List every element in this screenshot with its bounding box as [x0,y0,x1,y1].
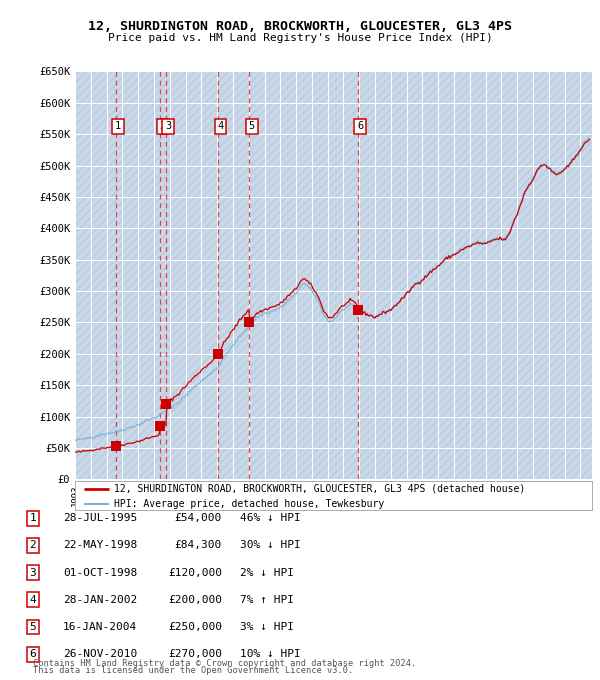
Text: 10% ↓ HPI: 10% ↓ HPI [240,649,301,659]
Text: This data is licensed under the Open Government Licence v3.0.: This data is licensed under the Open Gov… [33,666,353,675]
Text: 2% ↓ HPI: 2% ↓ HPI [240,568,294,577]
Text: 2: 2 [29,541,37,550]
Text: 6: 6 [29,649,37,659]
Text: 5: 5 [29,622,37,632]
Text: £54,000: £54,000 [175,513,222,523]
Text: 3% ↓ HPI: 3% ↓ HPI [240,622,294,632]
Text: 5: 5 [248,122,255,131]
Text: £250,000: £250,000 [168,622,222,632]
Text: 26-NOV-2010: 26-NOV-2010 [63,649,137,659]
Text: 28-JAN-2002: 28-JAN-2002 [63,595,137,605]
Text: 28-JUL-1995: 28-JUL-1995 [63,513,137,523]
Text: 12, SHURDINGTON ROAD, BROCKWORTH, GLOUCESTER, GL3 4PS (detached house): 12, SHURDINGTON ROAD, BROCKWORTH, GLOUCE… [114,484,525,494]
Text: 1: 1 [29,513,37,523]
Text: £270,000: £270,000 [168,649,222,659]
Text: Price paid vs. HM Land Registry's House Price Index (HPI): Price paid vs. HM Land Registry's House … [107,33,493,43]
Text: 16-JAN-2004: 16-JAN-2004 [63,622,137,632]
Text: 3: 3 [29,568,37,577]
Text: £120,000: £120,000 [168,568,222,577]
Text: £200,000: £200,000 [168,595,222,605]
Text: 01-OCT-1998: 01-OCT-1998 [63,568,137,577]
Text: 4: 4 [29,595,37,605]
Text: 4: 4 [218,122,224,131]
Text: 2: 2 [160,122,166,131]
Text: Contains HM Land Registry data © Crown copyright and database right 2024.: Contains HM Land Registry data © Crown c… [33,659,416,668]
Text: 22-MAY-1998: 22-MAY-1998 [63,541,137,550]
Text: 1: 1 [115,122,121,131]
Text: 7% ↑ HPI: 7% ↑ HPI [240,595,294,605]
Text: 12, SHURDINGTON ROAD, BROCKWORTH, GLOUCESTER, GL3 4PS: 12, SHURDINGTON ROAD, BROCKWORTH, GLOUCE… [88,20,512,33]
Text: HPI: Average price, detached house, Tewkesbury: HPI: Average price, detached house, Tewk… [114,498,384,509]
Text: 30% ↓ HPI: 30% ↓ HPI [240,541,301,550]
Text: 6: 6 [357,122,363,131]
Text: £84,300: £84,300 [175,541,222,550]
Text: 3: 3 [165,122,172,131]
Text: 46% ↓ HPI: 46% ↓ HPI [240,513,301,523]
